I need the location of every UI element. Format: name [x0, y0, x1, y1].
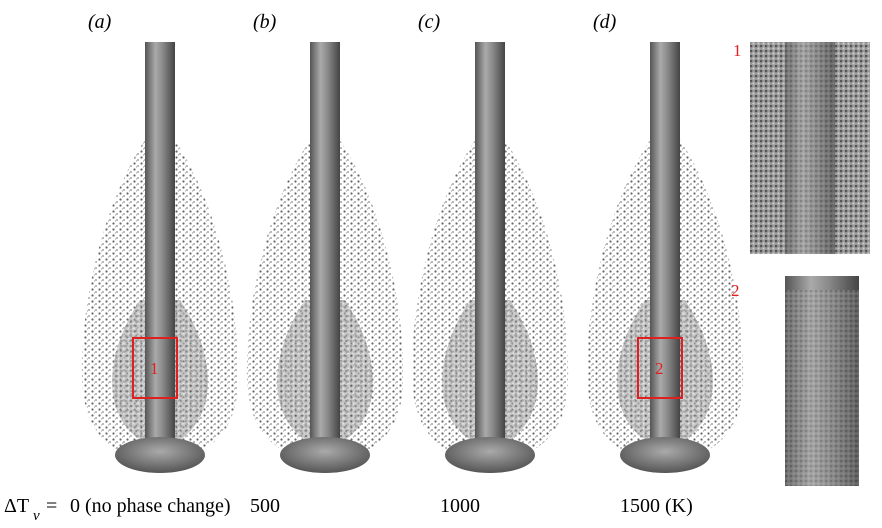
caption-equals: = — [46, 495, 57, 517]
inset-jet — [785, 42, 835, 254]
panel-label: (d) — [593, 11, 617, 33]
caption-value: 1500 (K) — [620, 495, 693, 517]
jet-base — [620, 437, 710, 473]
zoom-box — [637, 337, 683, 399]
jet — [310, 42, 340, 442]
inset-texture — [785, 290, 859, 486]
panel-label: (a) — [88, 11, 112, 33]
caption-value: 0 (no phase change) — [70, 495, 231, 517]
caption-symbol: ΔT — [4, 495, 29, 517]
jet — [145, 42, 175, 442]
zoom-label: 2 — [655, 359, 664, 378]
jet-base — [280, 437, 370, 473]
caption-subscript: ν — [33, 508, 40, 524]
jet-base — [115, 437, 205, 473]
caption-value: 500 — [250, 495, 280, 517]
jet-base — [445, 437, 535, 473]
caption-value: 1000 — [440, 495, 480, 517]
panels: (a) 0 (no phase change) 1 (b) 500 (c) 1000 (d) 1… — [70, 11, 744, 517]
inset-label: 1 — [733, 41, 742, 60]
inset-label: 2 — [731, 281, 740, 300]
panel-label: (c) — [418, 11, 441, 33]
panel-label: (b) — [253, 11, 277, 33]
zoom-label: 1 — [150, 359, 159, 378]
jet — [475, 42, 505, 442]
jet — [650, 42, 680, 442]
zoom-box — [132, 337, 178, 399]
